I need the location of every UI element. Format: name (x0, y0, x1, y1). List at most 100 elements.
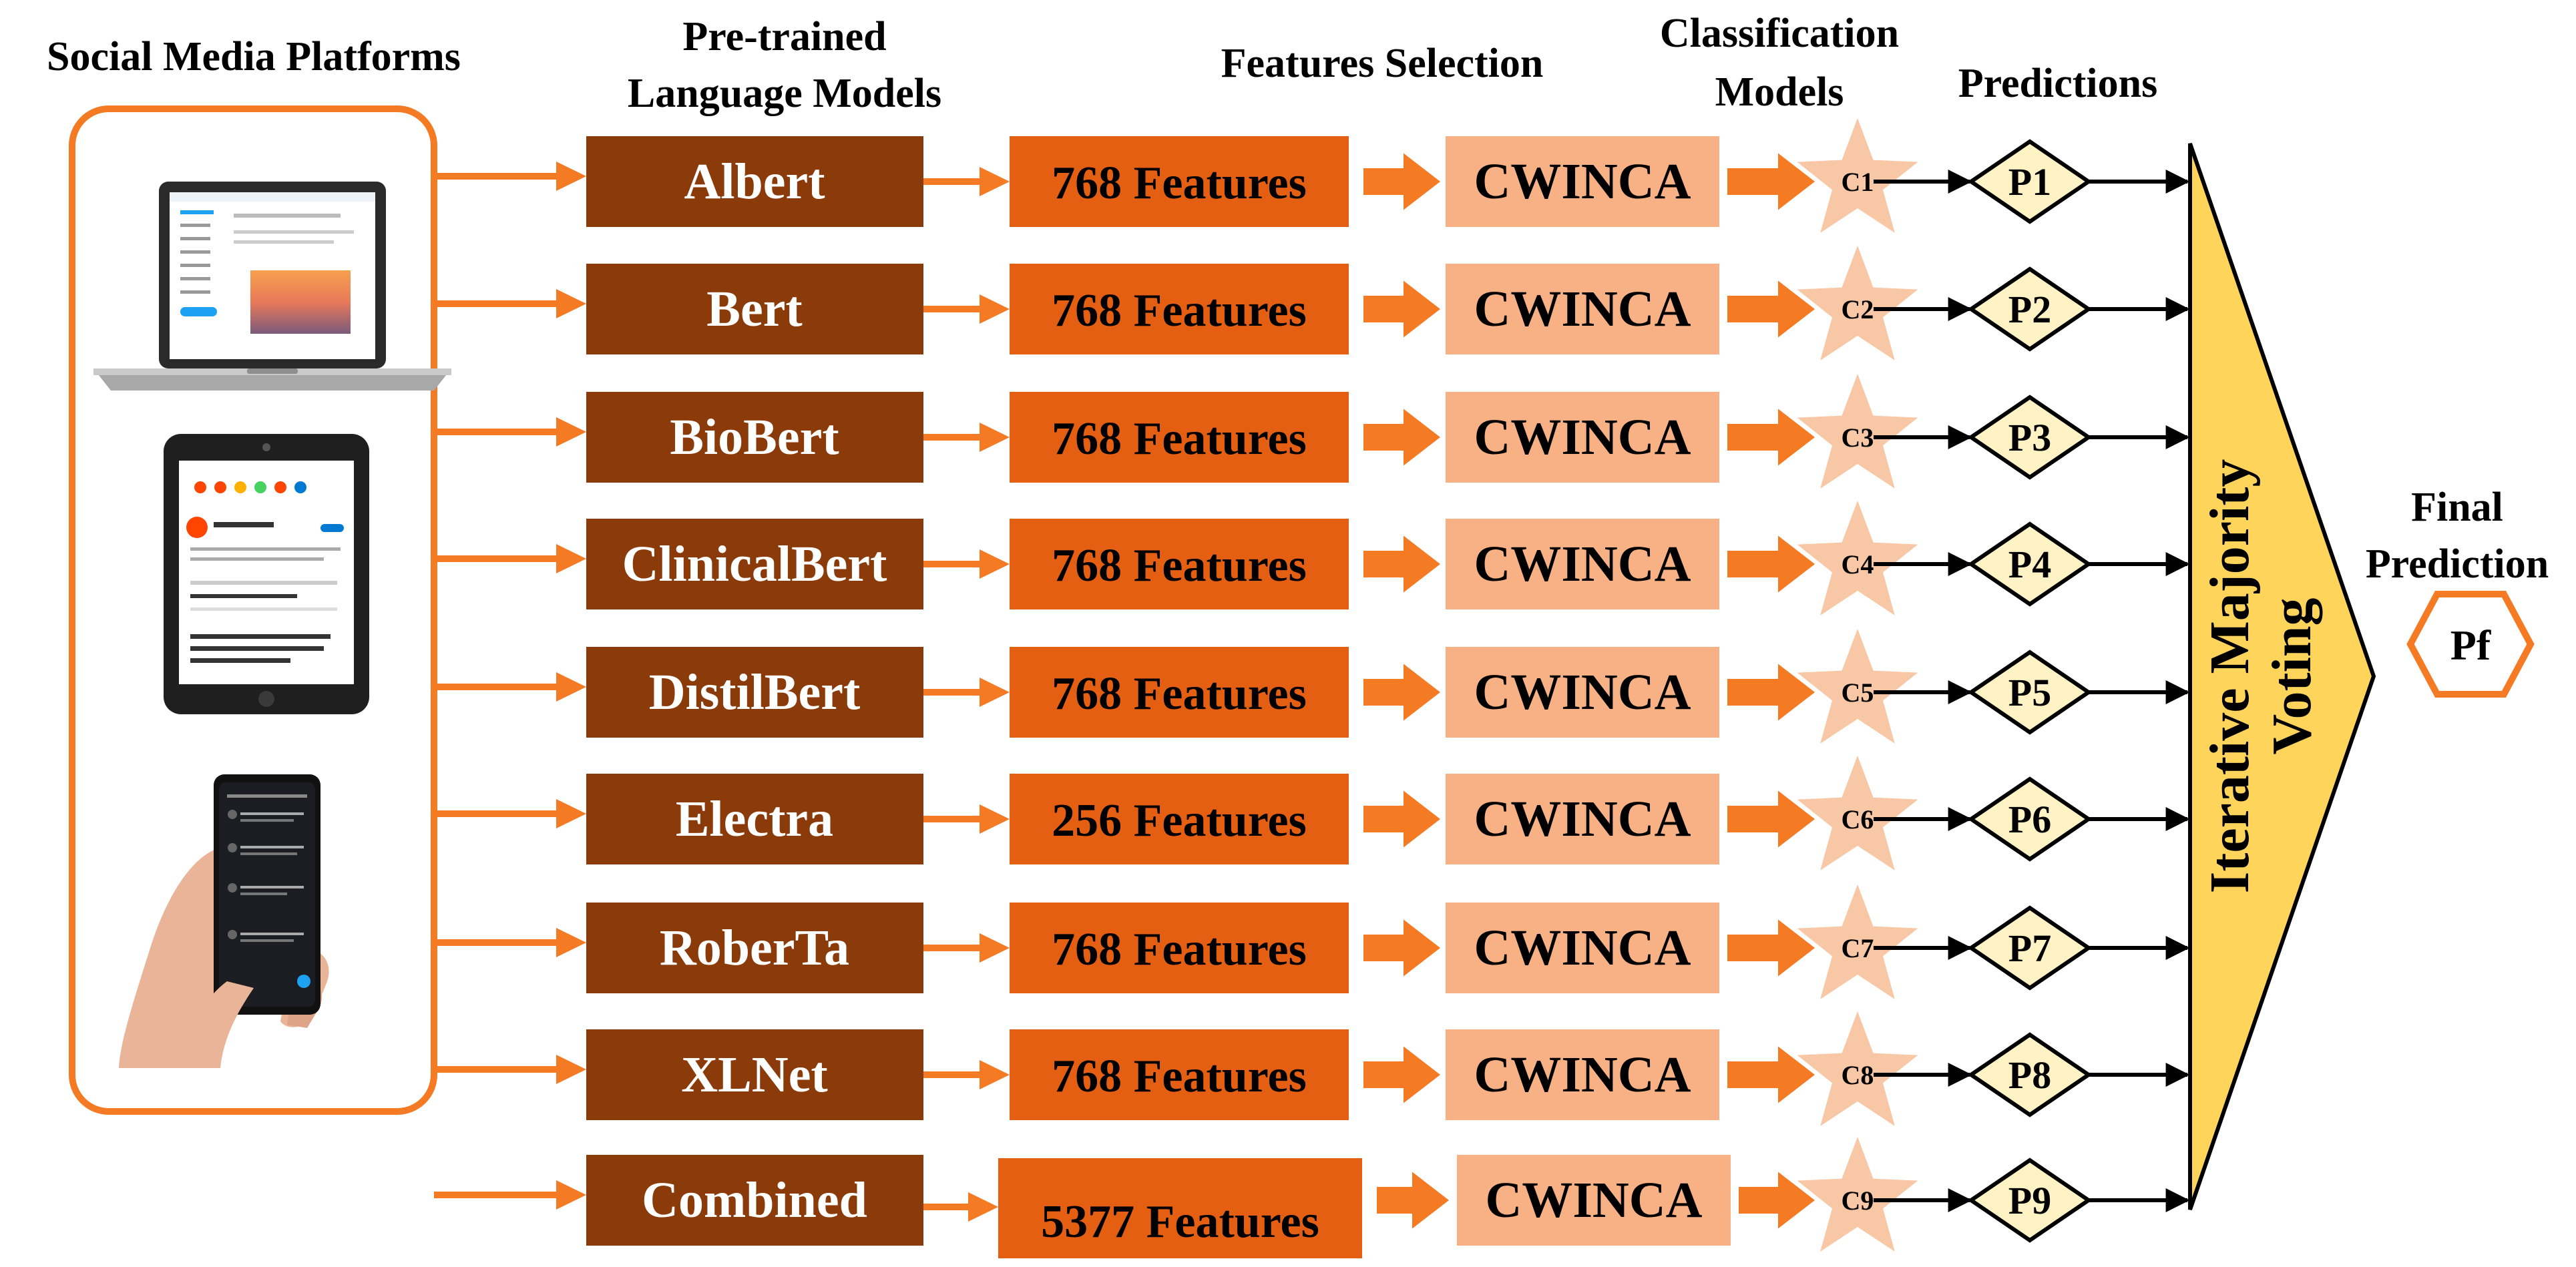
selector-to-classifier-arrow (1727, 919, 1815, 977)
pipeline-row: DistilBert 768 Features CWINCA C5 P5 (434, 629, 2190, 744)
header-classification-line2: Models (1715, 69, 1844, 115)
selector-to-classifier-arrow (1727, 1046, 1815, 1103)
header-predictions: Predictions (1958, 61, 2158, 106)
model-to-features-arrow (923, 294, 1010, 324)
model-box (586, 774, 923, 864)
selector-label: CWINCA (1474, 920, 1691, 976)
model-label: Albert (684, 154, 825, 210)
features-label: 256 Features (1052, 795, 1307, 846)
model-box (586, 519, 923, 609)
features-to-selector-arrow (1363, 790, 1440, 848)
platform-to-model-arrow (434, 928, 586, 957)
selector-label: CWINCA (1474, 154, 1691, 210)
features-label: 768 Features (1052, 413, 1307, 465)
laptop-icon (93, 182, 451, 391)
pipeline-row: ClinicalBert 768 Features CWINCA C4 P4 (434, 501, 2190, 615)
rows-layer: Albert 768 Features CWINCA C1 P1 Bert 768 Feat… (434, 118, 2190, 1258)
classifier-star (1797, 501, 1918, 615)
pipeline-row: Electra 256 Features CWINCA C6 P6 (434, 756, 2190, 870)
prediction-label: P2 (2008, 288, 2051, 331)
tablet-icon (164, 434, 369, 714)
selector-to-classifier-arrow (1727, 790, 1815, 848)
features-to-selector-arrow (1377, 1172, 1449, 1229)
model-box (586, 1155, 923, 1246)
classifier-label: C4 (1842, 549, 1874, 579)
selector-label: CWINCA (1474, 536, 1691, 592)
model-to-features-arrow (923, 678, 1010, 707)
platform-to-model-arrow (434, 1180, 586, 1210)
model-label: ClinicalBert (622, 536, 887, 592)
features-box (1010, 647, 1349, 738)
model-to-features-arrow (923, 1060, 1010, 1089)
selector-box (1446, 647, 1719, 738)
model-to-features-arrow (923, 1192, 998, 1222)
header-models-line2: Language Models (628, 71, 941, 116)
model-label: BioBert (670, 409, 839, 465)
classifier-label: C5 (1842, 678, 1874, 708)
selector-label: CWINCA (1474, 409, 1691, 465)
model-label: RoberTa (660, 920, 849, 976)
voting-label-line1: Iterative Majority (2199, 459, 2261, 894)
pipeline-row: Albert 768 Features CWINCA C1 P1 (434, 118, 2190, 233)
model-to-features-arrow (923, 804, 1010, 834)
platform-to-model-arrow (434, 799, 586, 828)
features-label: 5377 Features (1041, 1196, 1319, 1248)
selector-to-classifier-arrow (1727, 535, 1815, 593)
selector-box (1457, 1155, 1731, 1246)
classifier-star (1797, 374, 1918, 489)
selector-to-classifier-arrow (1727, 153, 1815, 210)
model-label: Electra (676, 791, 833, 847)
selector-label: CWINCA (1474, 1047, 1691, 1103)
platform-to-model-arrow (434, 672, 586, 702)
pipeline-row: XLNet 768 Features CWINCA C8 P8 (434, 1011, 2190, 1126)
features-to-selector-arrow (1363, 535, 1440, 593)
features-box (1010, 903, 1349, 993)
prediction-label: P8 (2008, 1053, 2051, 1097)
classifier-star (1797, 884, 1918, 999)
final-prediction-label: Pf (2450, 621, 2491, 669)
smartphone-icon (119, 774, 329, 1068)
classifier-star (1797, 118, 1918, 233)
majority-voting-triangle (2188, 143, 2376, 1210)
pipeline-row: Combined 5377 Features CWINCA C9 P9 (434, 1137, 2190, 1258)
selector-box (1446, 1029, 1719, 1120)
pipeline-row: RoberTa 768 Features CWINCA C7 P7 (434, 884, 2190, 999)
header-platforms: Social Media Platforms (47, 34, 461, 79)
model-box (586, 1029, 923, 1120)
selector-box (1446, 774, 1719, 864)
prediction-label: P9 (2008, 1179, 2051, 1222)
features-to-selector-arrow (1363, 919, 1440, 977)
features-to-selector-arrow (1363, 280, 1440, 338)
prediction-label: P4 (2008, 543, 2051, 586)
prediction-label: P3 (2008, 416, 2051, 459)
selector-box (1446, 136, 1719, 227)
header-selection: Features Selection (1221, 41, 1544, 86)
classifier-label: C8 (1842, 1060, 1874, 1090)
prediction-label: P7 (2008, 927, 2051, 970)
header-final-line1: Final (2411, 485, 2503, 530)
features-label: 768 Features (1052, 285, 1307, 336)
final-prediction-hexagon (2406, 591, 2535, 698)
classifier-star (1797, 1011, 1918, 1126)
features-box (1010, 264, 1349, 354)
features-box (1010, 392, 1349, 483)
model-label: DistilBert (649, 664, 861, 720)
selector-label: CWINCA (1474, 791, 1691, 847)
features-label: 768 Features (1052, 668, 1307, 720)
platform-to-model-arrow (434, 417, 586, 447)
voting-label-line2: Voting (2261, 598, 2323, 755)
features-to-selector-arrow (1363, 664, 1440, 721)
classifier-star (1797, 1137, 1918, 1252)
platform-to-model-arrow (434, 1055, 586, 1084)
features-box (998, 1158, 1362, 1258)
classifier-label: C7 (1842, 933, 1874, 963)
classifier-label: C2 (1842, 294, 1874, 324)
features-label: 768 Features (1052, 1051, 1307, 1102)
model-box (586, 264, 923, 354)
platform-to-model-arrow (434, 544, 586, 573)
selector-box (1446, 392, 1719, 483)
selector-to-classifier-arrow (1727, 664, 1815, 721)
classifier-star (1797, 629, 1918, 744)
features-box (1010, 136, 1349, 227)
